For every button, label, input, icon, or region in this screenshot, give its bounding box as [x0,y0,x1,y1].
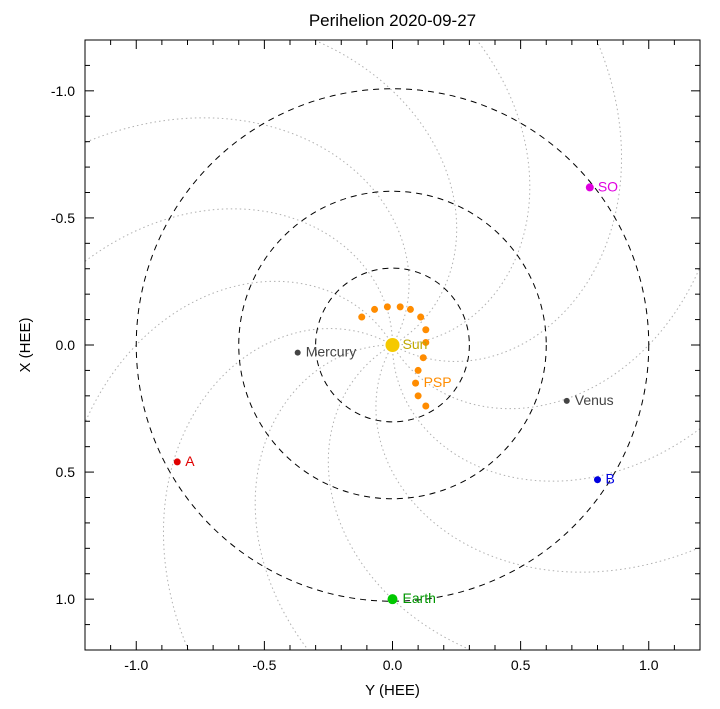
heliocentric-plot: PSP Sun Mercury Venus Earth A B SO -1.0 -0.5 0.0 0.… [0,0,720,709]
psp-point-9 [415,367,422,374]
body-label-b: B [606,471,615,487]
body-a [174,458,181,465]
x-tick-label: 0.0 [383,657,403,673]
body-label-a: A [185,453,195,469]
body-label-mercury: Mercury [306,344,357,360]
y-axis-label: X (HEE) [17,317,34,372]
chart-title: Perihelion 2020-09-27 [309,11,476,30]
body-sun [386,338,400,352]
x-tick-label: 1.0 [639,657,659,673]
x-tick-label: -1.0 [124,657,148,673]
body-label-earth: Earth [403,590,436,606]
psp-point-2 [384,303,391,310]
y-tick-label: -0.5 [51,210,75,226]
psp-point-10 [412,380,419,387]
body-earth [388,594,398,604]
psp-point-0 [358,314,365,321]
y-tick-label: 1.0 [56,591,76,607]
y-tick-label: 0.5 [56,464,76,480]
psp-point-1 [371,306,378,313]
body-venus [564,398,570,404]
x-tick-label: -0.5 [252,657,276,673]
psp-point-11 [415,392,422,399]
chart-container: PSP Sun Mercury Venus Earth A B SO -1.0 -0.5 0.0 0.… [0,0,720,709]
body-label-so: SO [598,178,618,194]
body-label-venus: Venus [575,392,614,408]
psp-point-5 [417,314,424,321]
x-tick-label: 0.5 [511,657,531,673]
y-tick-label: -1.0 [51,83,75,99]
psp-point-4 [407,306,414,313]
psp-point-3 [397,303,404,310]
psp-point-8 [420,354,427,361]
plot-background [0,0,720,709]
body-b [594,476,601,483]
body-so [586,183,594,191]
psp-point-6 [422,326,429,333]
body-mercury [295,350,301,356]
body-label-sun: Sun [403,336,428,352]
x-axis-label: Y (HEE) [365,682,420,699]
psp-label: PSP [424,374,452,390]
psp-point-12 [422,403,429,410]
y-tick-label: 0.0 [56,337,76,353]
